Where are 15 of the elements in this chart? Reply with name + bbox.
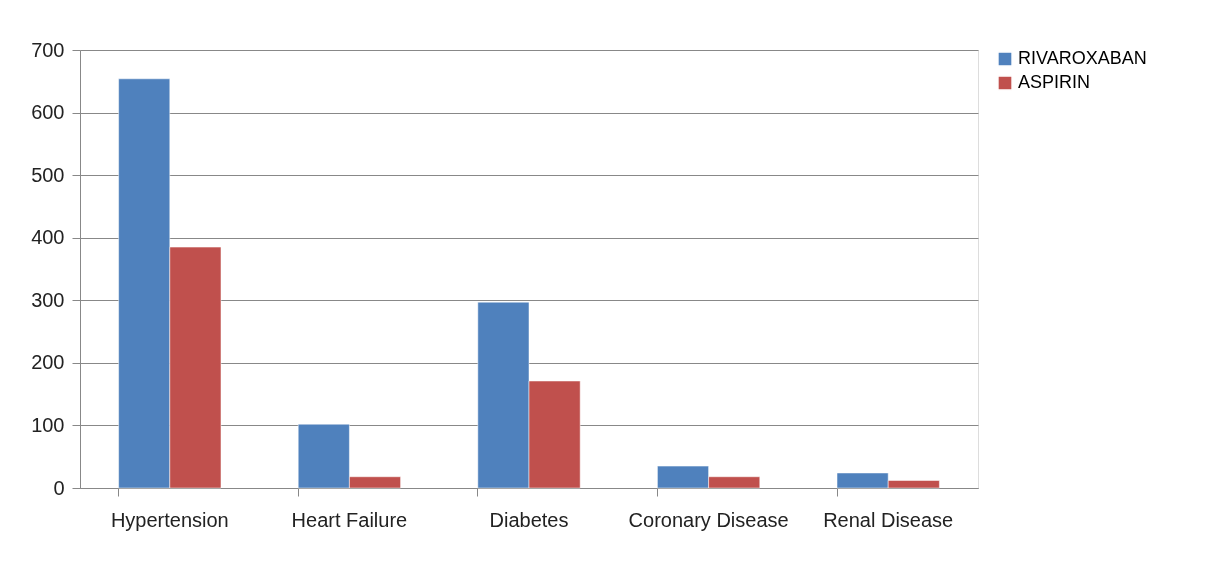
legend-label: ASPIRIN	[1018, 72, 1091, 92]
y-tick-label: 200	[31, 351, 65, 374]
y-tick-label: 0	[53, 476, 65, 499]
x-tick-label: Heart Failure	[291, 508, 408, 531]
y-tick-label: 500	[31, 163, 65, 186]
x-tick-label: Hypertension	[110, 508, 229, 531]
y-tick-label: 700	[31, 38, 65, 61]
y-tick-label: 600	[31, 101, 65, 124]
x-tick-label: Renal Disease	[823, 508, 954, 531]
x-tick-label: Coronary Disease	[628, 508, 789, 531]
y-tick-label: 300	[31, 288, 65, 311]
x-tick-label: Diabetes	[489, 508, 569, 531]
y-tick-label: 400	[31, 226, 65, 249]
legend-label: RIVAROXABAN	[1018, 48, 1147, 68]
y-tick-label: 100	[31, 413, 65, 436]
